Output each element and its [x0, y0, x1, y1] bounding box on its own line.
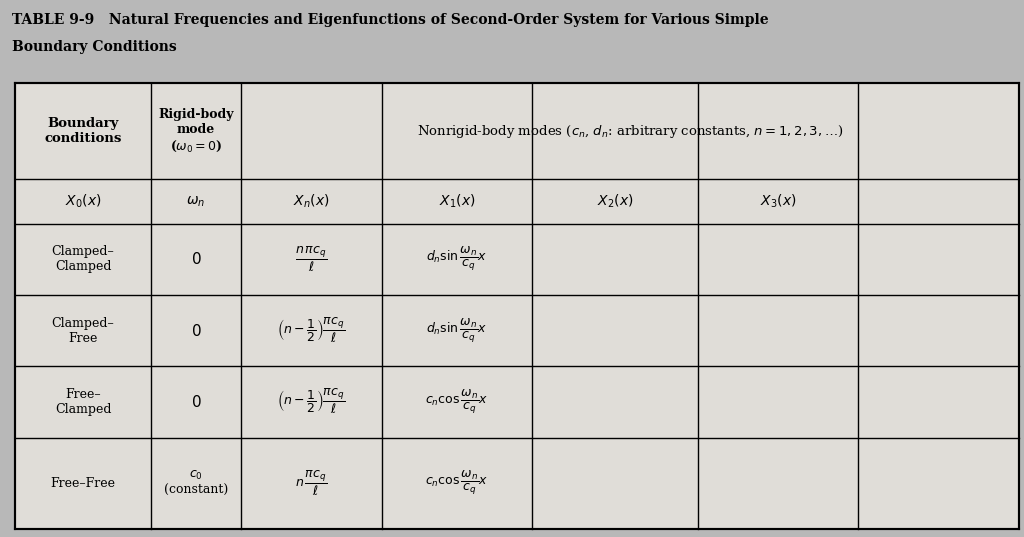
Text: $0$: $0$ [190, 394, 202, 410]
Text: Clamped–
Free: Clamped– Free [52, 317, 115, 345]
Text: Free–
Clamped: Free– Clamped [55, 388, 112, 416]
Text: $\left(n - \dfrac{1}{2}\right)\dfrac{\pi c_q}{\ell}$: $\left(n - \dfrac{1}{2}\right)\dfrac{\pi… [278, 316, 345, 345]
Text: $n\,\dfrac{\pi c_q}{\ell}$: $n\,\dfrac{\pi c_q}{\ell}$ [295, 469, 328, 498]
Text: $c_0$
(constant): $c_0$ (constant) [164, 469, 228, 497]
Text: $\left(n - \dfrac{1}{2}\right)\dfrac{\pi c_q}{\ell}$: $\left(n - \dfrac{1}{2}\right)\dfrac{\pi… [278, 387, 345, 417]
Text: $\omega_n$: $\omega_n$ [186, 194, 206, 208]
Text: $c_n \cos\dfrac{\omega_n}{c_q}x$: $c_n \cos\dfrac{\omega_n}{c_q}x$ [425, 388, 488, 416]
Text: $X_2(x)$: $X_2(x)$ [597, 193, 633, 210]
Text: Boundary
conditions: Boundary conditions [44, 117, 122, 145]
Text: $d_n \sin\dfrac{\omega_n}{c_q}x$: $d_n \sin\dfrac{\omega_n}{c_q}x$ [426, 245, 487, 273]
Text: Nonrigid-body modes ($c_n$, $d_n$: arbitrary constants, $n = 1, 2, 3, \ldots$): Nonrigid-body modes ($c_n$, $d_n$: arbit… [417, 122, 844, 140]
Text: $X_1(x)$: $X_1(x)$ [438, 193, 475, 210]
Text: Clamped–
Clamped: Clamped– Clamped [52, 245, 115, 273]
Text: $c_n \cos\dfrac{\omega_n}{c_q}x$: $c_n \cos\dfrac{\omega_n}{c_q}x$ [425, 469, 488, 497]
Text: $d_n \sin\dfrac{\omega_n}{c_q}x$: $d_n \sin\dfrac{\omega_n}{c_q}x$ [426, 317, 487, 345]
Text: $0$: $0$ [190, 323, 202, 339]
Text: Boundary Conditions: Boundary Conditions [12, 40, 177, 54]
Text: $\dfrac{n\,\pi c_q}{\ell}$: $\dfrac{n\,\pi c_q}{\ell}$ [295, 245, 328, 274]
Text: $X_0(x)$: $X_0(x)$ [65, 193, 101, 210]
Text: $0$: $0$ [190, 251, 202, 267]
Text: Free–Free: Free–Free [50, 477, 116, 490]
Text: Rigid-body
mode
($\omega_0 = 0$): Rigid-body mode ($\omega_0 = 0$) [159, 108, 233, 154]
Text: $X_3(x)$: $X_3(x)$ [760, 193, 797, 210]
Text: TABLE 9-9   Natural Frequencies and Eigenfunctions of Second-Order System for Va: TABLE 9-9 Natural Frequencies and Eigenf… [12, 13, 769, 27]
Text: $X_n(x)$: $X_n(x)$ [293, 193, 330, 210]
